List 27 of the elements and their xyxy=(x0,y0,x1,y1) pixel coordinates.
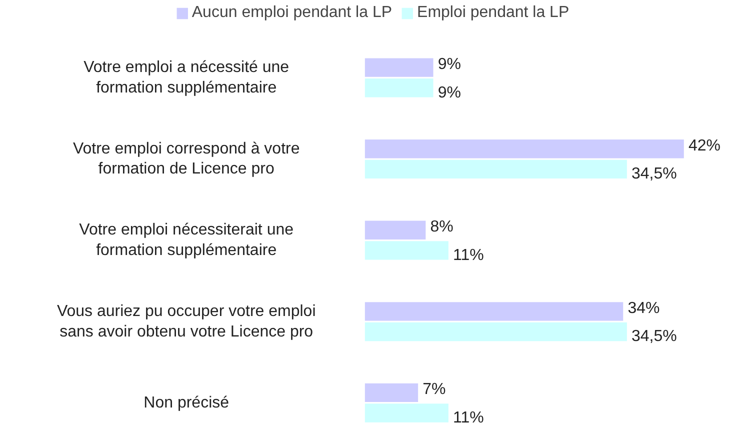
y-tick-label: Non précisé xyxy=(144,394,230,412)
data-label: 34,5% xyxy=(631,166,677,183)
data-label: 11% xyxy=(453,410,484,427)
y-tick-label: Vous auriez pu occuper votre emploi sans avoir obtenu votre Licence pro xyxy=(56,302,316,340)
data-label: 9% xyxy=(438,84,461,102)
y-tick-label: Votre emploi a nécessité une formation supplémentaire xyxy=(84,59,290,96)
data-label: 9% xyxy=(438,56,461,74)
bar xyxy=(364,322,627,342)
bar xyxy=(364,220,426,240)
data-label: 34,5% xyxy=(631,328,677,346)
bar xyxy=(364,160,627,179)
data-label: 42% xyxy=(688,137,720,154)
bar xyxy=(364,78,434,98)
bar xyxy=(364,58,434,77)
bar xyxy=(364,404,448,422)
data-label: 8% xyxy=(430,218,454,236)
bar xyxy=(364,139,684,158)
legend-label: Emploi pendant la LP xyxy=(417,4,570,22)
y-tick-label: Votre emploi correspond à votre formation de Licence pro xyxy=(72,140,300,178)
data-label: 11% xyxy=(453,246,484,264)
bar xyxy=(364,383,418,402)
bar xyxy=(364,241,448,260)
y-tick-label: Votre emploi nécessiterait une formation supplémentaire xyxy=(79,222,294,259)
data-label: 7% xyxy=(422,381,446,398)
legend-label: Aucun emploi pendant la LP xyxy=(192,4,392,22)
bar xyxy=(364,302,624,321)
data-label: 34% xyxy=(628,300,660,317)
